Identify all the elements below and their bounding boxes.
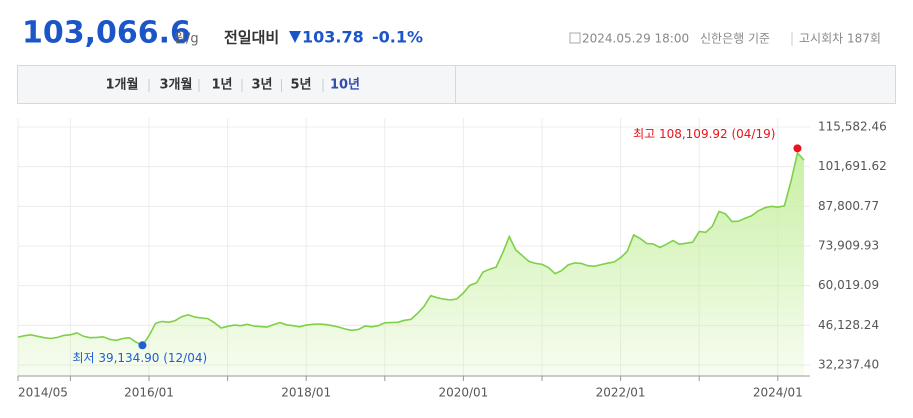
y-tick-label: 87,800.77 bbox=[818, 199, 879, 213]
change-label: 전일대비 bbox=[224, 29, 279, 47]
annotation-point bbox=[793, 144, 802, 153]
x-tick-label: 2018/01 bbox=[281, 386, 331, 400]
down-arrow bbox=[289, 31, 301, 43]
y-tick-label: 115,582.46 bbox=[818, 120, 887, 134]
change: 103.78 bbox=[302, 28, 364, 47]
x-tick-label: 2022/01 bbox=[596, 386, 646, 400]
tab[interactable]: 1년 bbox=[211, 78, 232, 93]
tab[interactable]: 10년 bbox=[330, 78, 360, 93]
y-tick-label: 73,909.93 bbox=[818, 239, 879, 253]
annotation-point bbox=[138, 341, 147, 350]
calendar-icon bbox=[569, 32, 581, 44]
y-tick-label: 101,691.62 bbox=[818, 159, 887, 173]
tab[interactable]: 5년 bbox=[290, 78, 311, 93]
price: 103,066.6 bbox=[22, 16, 191, 51]
area bbox=[18, 152, 804, 376]
annotation: 최고 108,109.92 (04/19) bbox=[633, 127, 775, 141]
tab[interactable]: 1개월 bbox=[106, 77, 139, 93]
unit: 원/g bbox=[174, 32, 199, 47]
tab-bar bbox=[17, 65, 896, 104]
tab[interactable]: 3년 bbox=[251, 78, 272, 93]
x-tick-label: 2024/01 bbox=[753, 386, 803, 400]
y-tick-label: 46,128.24 bbox=[818, 318, 879, 332]
line bbox=[17, 151, 805, 347]
x-tick-label: 2014/05 bbox=[18, 386, 68, 400]
source: 신한은행 기준 bbox=[700, 31, 770, 46]
change-rate: -0.1% bbox=[372, 28, 423, 47]
y-tick-label: 60,019.09 bbox=[818, 278, 879, 292]
y-tick-label: 32,237.40 bbox=[818, 358, 879, 372]
chart: 32,237.40 46,128.24 60,019.09 73,909.93 87,8… bbox=[17, 118, 887, 400]
tabs: 1개월 3개월 1년 3년 5년 10년 bbox=[106, 77, 361, 93]
datetime: 2024.05.29 18:00 bbox=[582, 32, 689, 46]
annotation: 최저 39,134.90 (12/04) bbox=[72, 351, 207, 365]
round: 고시회차 187회 bbox=[799, 32, 881, 46]
x-tick-label: 2016/01 bbox=[124, 386, 174, 400]
x-tick-label: 2020/01 bbox=[438, 386, 488, 400]
tab[interactable]: 3개월 bbox=[160, 77, 193, 93]
